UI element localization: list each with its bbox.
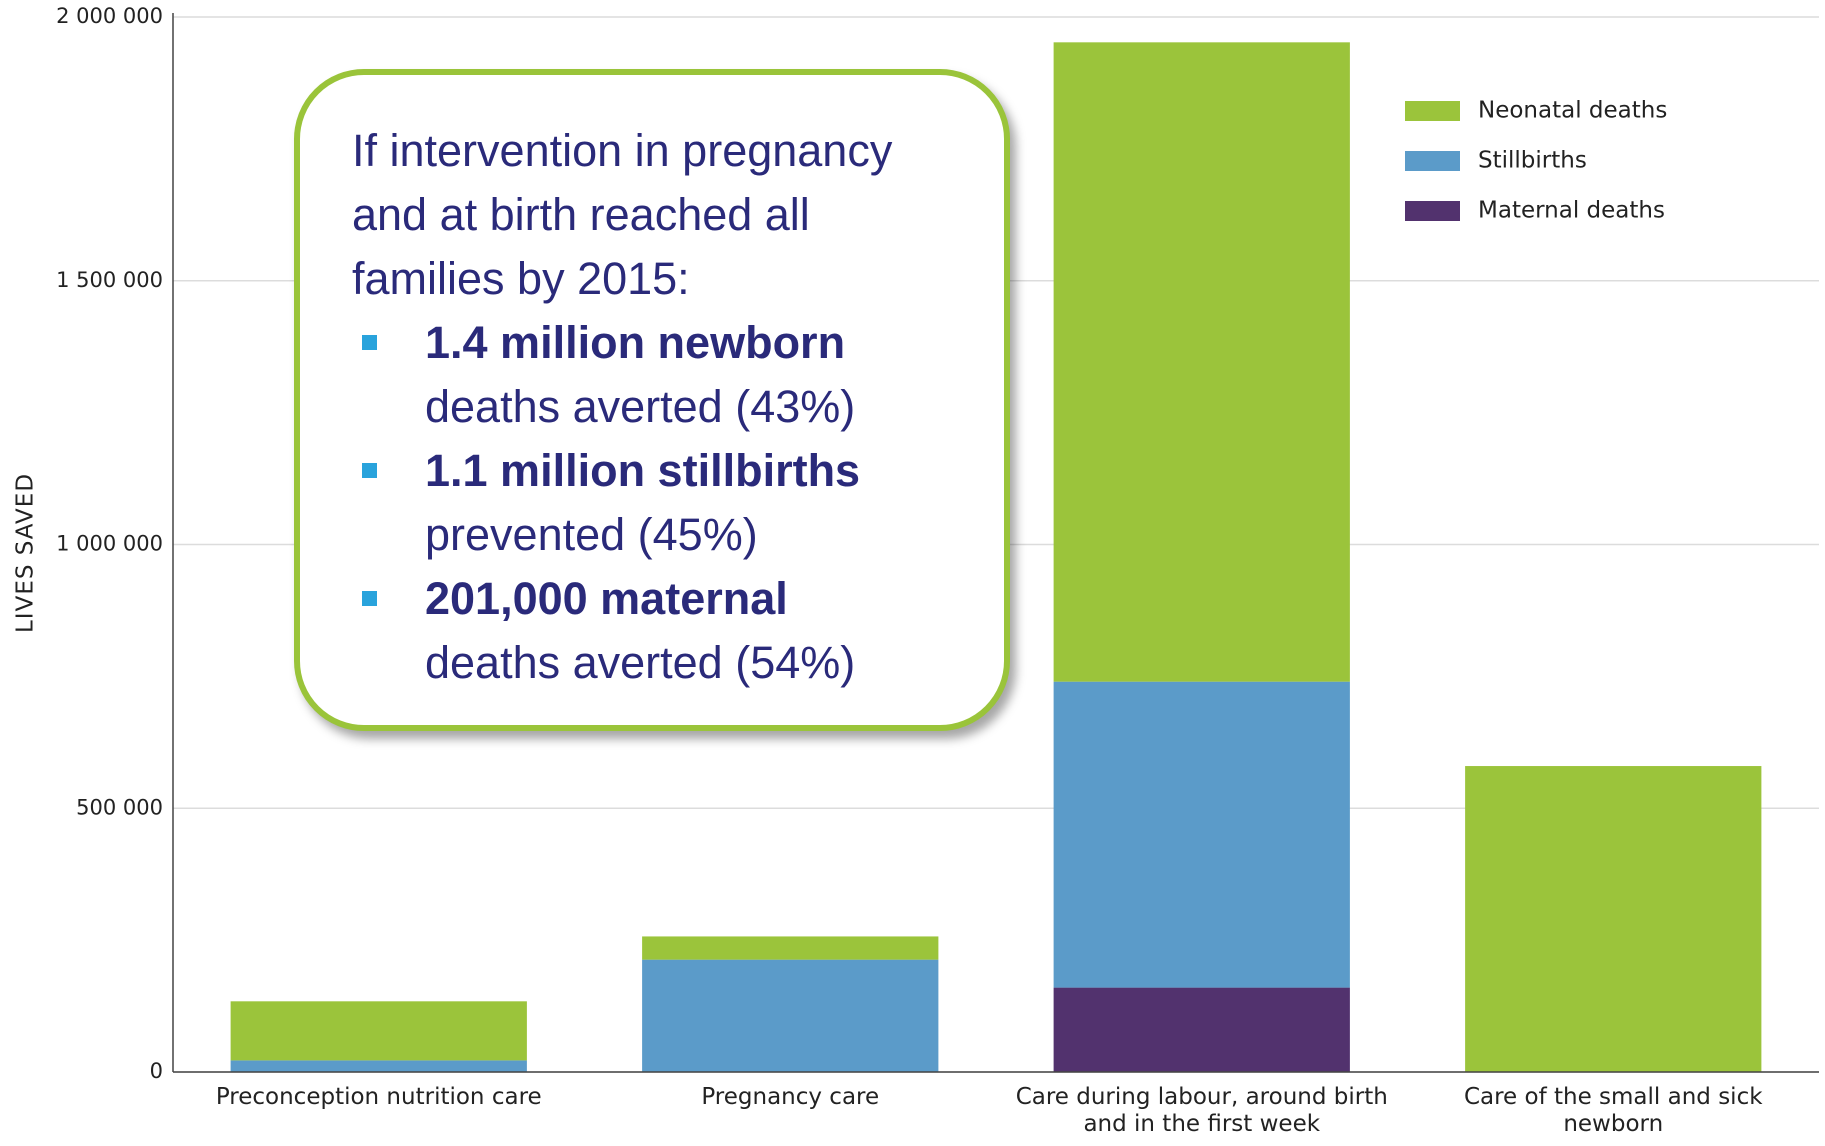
callout-item-text: deaths averted (43%) xyxy=(425,381,856,432)
y-tick-label: 1 500 000 xyxy=(56,268,163,292)
x-tick-label: Pregnancy care xyxy=(701,1084,880,1110)
y-tick-label: 1 000 000 xyxy=(56,532,163,556)
bar-segment xyxy=(642,959,939,1072)
legend-label: Maternal deaths xyxy=(1478,198,1665,224)
x-tick-label: Care of the small and sick newborn xyxy=(1463,1084,1763,1137)
y-tick-label: 500 000 xyxy=(76,795,163,819)
callout-item: 1.1 million stillbirths prevented (45%) xyxy=(352,439,964,567)
callout-item-bold: 201,000 maternal xyxy=(425,573,788,624)
bar-segment xyxy=(230,1060,527,1072)
callout-item-text: prevented (45%) xyxy=(425,509,758,560)
y-tick-label: 2 000 000 xyxy=(56,4,163,28)
legend-label: Neonatal deaths xyxy=(1478,98,1667,124)
legend-swatch xyxy=(1405,151,1460,171)
callout: If intervention in pregnancy and at birt… xyxy=(294,69,1010,731)
y-axis-label: LIVES SAVED xyxy=(13,473,39,633)
x-tick-label: Preconception nutrition care xyxy=(215,1084,542,1110)
callout-item-bold: 1.1 million stillbirths xyxy=(425,445,861,496)
bar-segment xyxy=(642,936,939,960)
bar-segment xyxy=(1053,987,1350,1072)
y-tick-label: 0 xyxy=(150,1059,163,1083)
callout-item: 201,000 maternal deaths averted (54%) xyxy=(352,567,964,695)
bar-segment xyxy=(1053,681,1350,988)
bar-segment xyxy=(1053,42,1350,682)
callout-item-bold: 1.4 million newborn xyxy=(425,317,846,368)
legend-swatch xyxy=(1405,201,1460,221)
x-tick-label: Care during labour, around birth and in … xyxy=(1015,1084,1388,1137)
callout-list: 1.4 million newborn deaths averted (43%) 1… xyxy=(352,311,964,695)
bar-segment xyxy=(230,1001,527,1061)
bar-segment xyxy=(1465,766,1762,1072)
callout-item: 1.4 million newborn deaths averted (43%) xyxy=(352,311,964,439)
legend-swatch xyxy=(1405,101,1460,121)
callout-intro: If intervention in pregnancy and at birt… xyxy=(352,125,893,304)
callout-item-text: deaths averted (54%) xyxy=(425,637,856,688)
legend-label: Stillbirths xyxy=(1478,148,1587,174)
